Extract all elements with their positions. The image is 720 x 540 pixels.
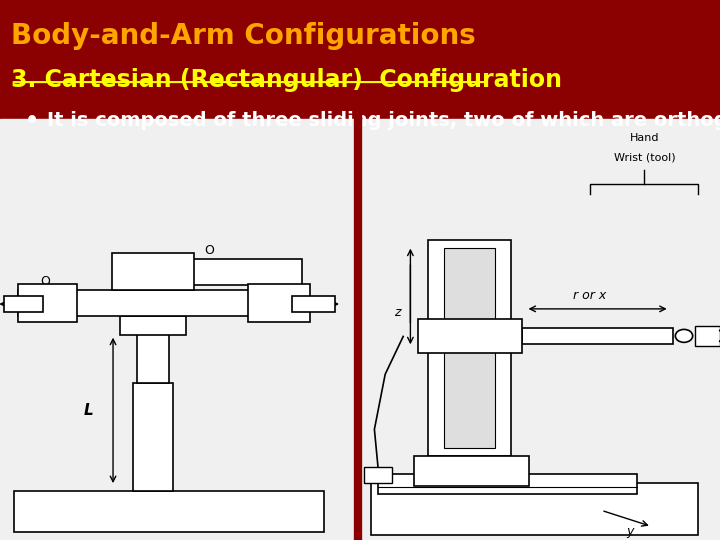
Bar bbox=[14, 491, 324, 532]
Text: O: O bbox=[204, 244, 214, 256]
Text: y: y bbox=[626, 525, 634, 538]
Bar bbox=[414, 456, 529, 486]
Bar bbox=[18, 290, 306, 316]
Text: •: • bbox=[25, 111, 40, 131]
Bar bbox=[248, 284, 310, 322]
Bar bbox=[378, 474, 637, 494]
Bar bbox=[418, 319, 522, 353]
Text: z: z bbox=[394, 306, 401, 319]
Bar bbox=[522, 328, 673, 344]
Text: Wrist (tool): Wrist (tool) bbox=[613, 152, 675, 162]
Bar bbox=[364, 467, 392, 483]
Bar bbox=[371, 483, 698, 535]
Bar bbox=[18, 284, 77, 322]
Text: Hand: Hand bbox=[630, 133, 659, 143]
Text: L: L bbox=[84, 403, 94, 418]
Bar bbox=[0, 0, 720, 119]
Bar bbox=[112, 253, 194, 290]
Text: 3. Cartesian (Rectangular)  Configuration: 3. Cartesian (Rectangular) Configuration bbox=[11, 68, 562, 91]
Bar bbox=[4, 296, 43, 312]
Text: Body-and-Arm Configurations: Body-and-Arm Configurations bbox=[11, 22, 475, 50]
Bar bbox=[428, 240, 511, 456]
Circle shape bbox=[675, 329, 693, 342]
Bar bbox=[695, 326, 720, 346]
Bar bbox=[122, 259, 302, 285]
Bar bbox=[120, 316, 186, 335]
Bar bbox=[0, 119, 720, 540]
Text: r or x: r or x bbox=[573, 289, 607, 302]
Text: It is composed of three sliding joints, two of which are orthogonal.: It is composed of three sliding joints, … bbox=[47, 111, 720, 130]
Bar bbox=[137, 329, 169, 383]
Text: O: O bbox=[40, 275, 50, 288]
Bar bbox=[133, 383, 173, 491]
Bar bbox=[292, 296, 335, 312]
Bar bbox=[444, 248, 495, 448]
